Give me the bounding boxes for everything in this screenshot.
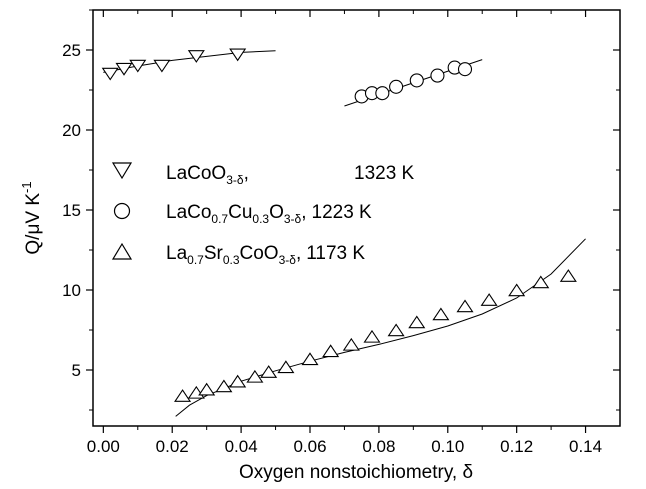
data-point-triangle-up <box>301 352 319 366</box>
data-point-triangle-up <box>456 299 474 313</box>
data-point-triangle-up <box>246 369 264 383</box>
data-point-circle <box>409 73 424 88</box>
legend-label-lasrcoo3: La0.7Sr0.3CoO3-δ, 1173 K <box>166 243 365 267</box>
data-point-triangle-up <box>322 344 340 358</box>
y-tick-label: 5 <box>72 361 81 380</box>
legend-temp-lacoo3: 1323 K <box>354 163 415 184</box>
x-tick-label: 0.08 <box>362 437 395 456</box>
legend-entry-lacocuo3: LaCo0.7Cu0.3O3-δ, 1223 K <box>113 202 372 226</box>
x-tick-label: 0.00 <box>87 437 120 456</box>
data-point-triangle-up <box>342 337 360 351</box>
x-axis-title: Oxygen nonstoichiometry, δ <box>239 462 473 483</box>
data-point-triangle-up <box>480 293 498 306</box>
data-point-triangle-up <box>532 275 550 289</box>
data-point-triangle-up <box>277 360 295 374</box>
legend-marker-triangle-down <box>111 162 133 180</box>
x-tick-label: 0.02 <box>156 437 189 456</box>
axes: 0.00 0.02 0.04 0.06 0.08 0.10 0.12 0.14 5 10 15 20 2… <box>62 9 620 456</box>
data-point-triangle-down <box>229 48 247 62</box>
data-point-circle <box>457 62 473 77</box>
fit-curves <box>103 50 586 417</box>
data-point-circle <box>375 86 390 101</box>
x-tick-label: 0.04 <box>225 437 258 456</box>
data-point-triangle-up <box>559 269 577 282</box>
data-points <box>101 48 577 402</box>
y-axis-title: Q/μV K-1 <box>19 181 44 254</box>
data-point-triangle-up <box>198 382 216 396</box>
legend-entry-lasrcoo3: La0.7Sr0.3CoO3-δ, 1173 K <box>111 242 365 267</box>
data-point-triangle-down <box>153 59 171 73</box>
data-point-triangle-down <box>115 62 133 76</box>
data-point-triangle-down <box>101 67 119 81</box>
x-tick-label: 0.14 <box>569 437 602 456</box>
data-point-triangle-up <box>387 323 405 337</box>
data-point-triangle-down <box>187 50 205 63</box>
data-point-circle <box>389 79 404 94</box>
data-point-circle <box>430 68 445 83</box>
data-point-triangle-up <box>408 315 426 329</box>
y-tick-label: 20 <box>62 121 81 140</box>
data-point-triangle-up <box>174 389 192 402</box>
x-tick-label: 0.12 <box>500 437 533 456</box>
y-tick-label: 10 <box>62 281 81 300</box>
y-tick-label: 15 <box>62 201 81 220</box>
data-point-triangle-up <box>432 307 450 321</box>
x-tick-label: 0.06 <box>293 437 326 456</box>
data-point-triangle-up <box>508 283 526 297</box>
legend-marker-triangle-up <box>111 242 133 260</box>
data-point-triangle-up <box>229 374 247 388</box>
data-point-triangle-up <box>363 329 381 343</box>
x-tick-label: 0.10 <box>431 437 464 456</box>
data-point-triangle-up <box>260 365 278 378</box>
legend-marker-circle <box>113 202 131 220</box>
legend-entry-lacoo3: LaCoO3-δ, 1323 K <box>111 162 415 187</box>
legend-label-lacocuo3: LaCo0.7Cu0.3O3-δ, 1223 K <box>166 202 372 226</box>
data-point-triangle-up <box>215 379 233 393</box>
y-axis-title-exponent: -1 <box>19 181 34 193</box>
y-tick-label: 25 <box>62 41 81 60</box>
legend-label-lacoo3: LaCoO3-δ, <box>166 163 249 187</box>
plot-frame <box>92 9 621 427</box>
fit-curve-0 <box>103 50 276 73</box>
data-point-triangle-down <box>129 59 147 73</box>
legend: LaCoO3-δ, 1323 K LaCo0.7Cu0.3O3-δ, 1223 K… <box>111 162 415 267</box>
